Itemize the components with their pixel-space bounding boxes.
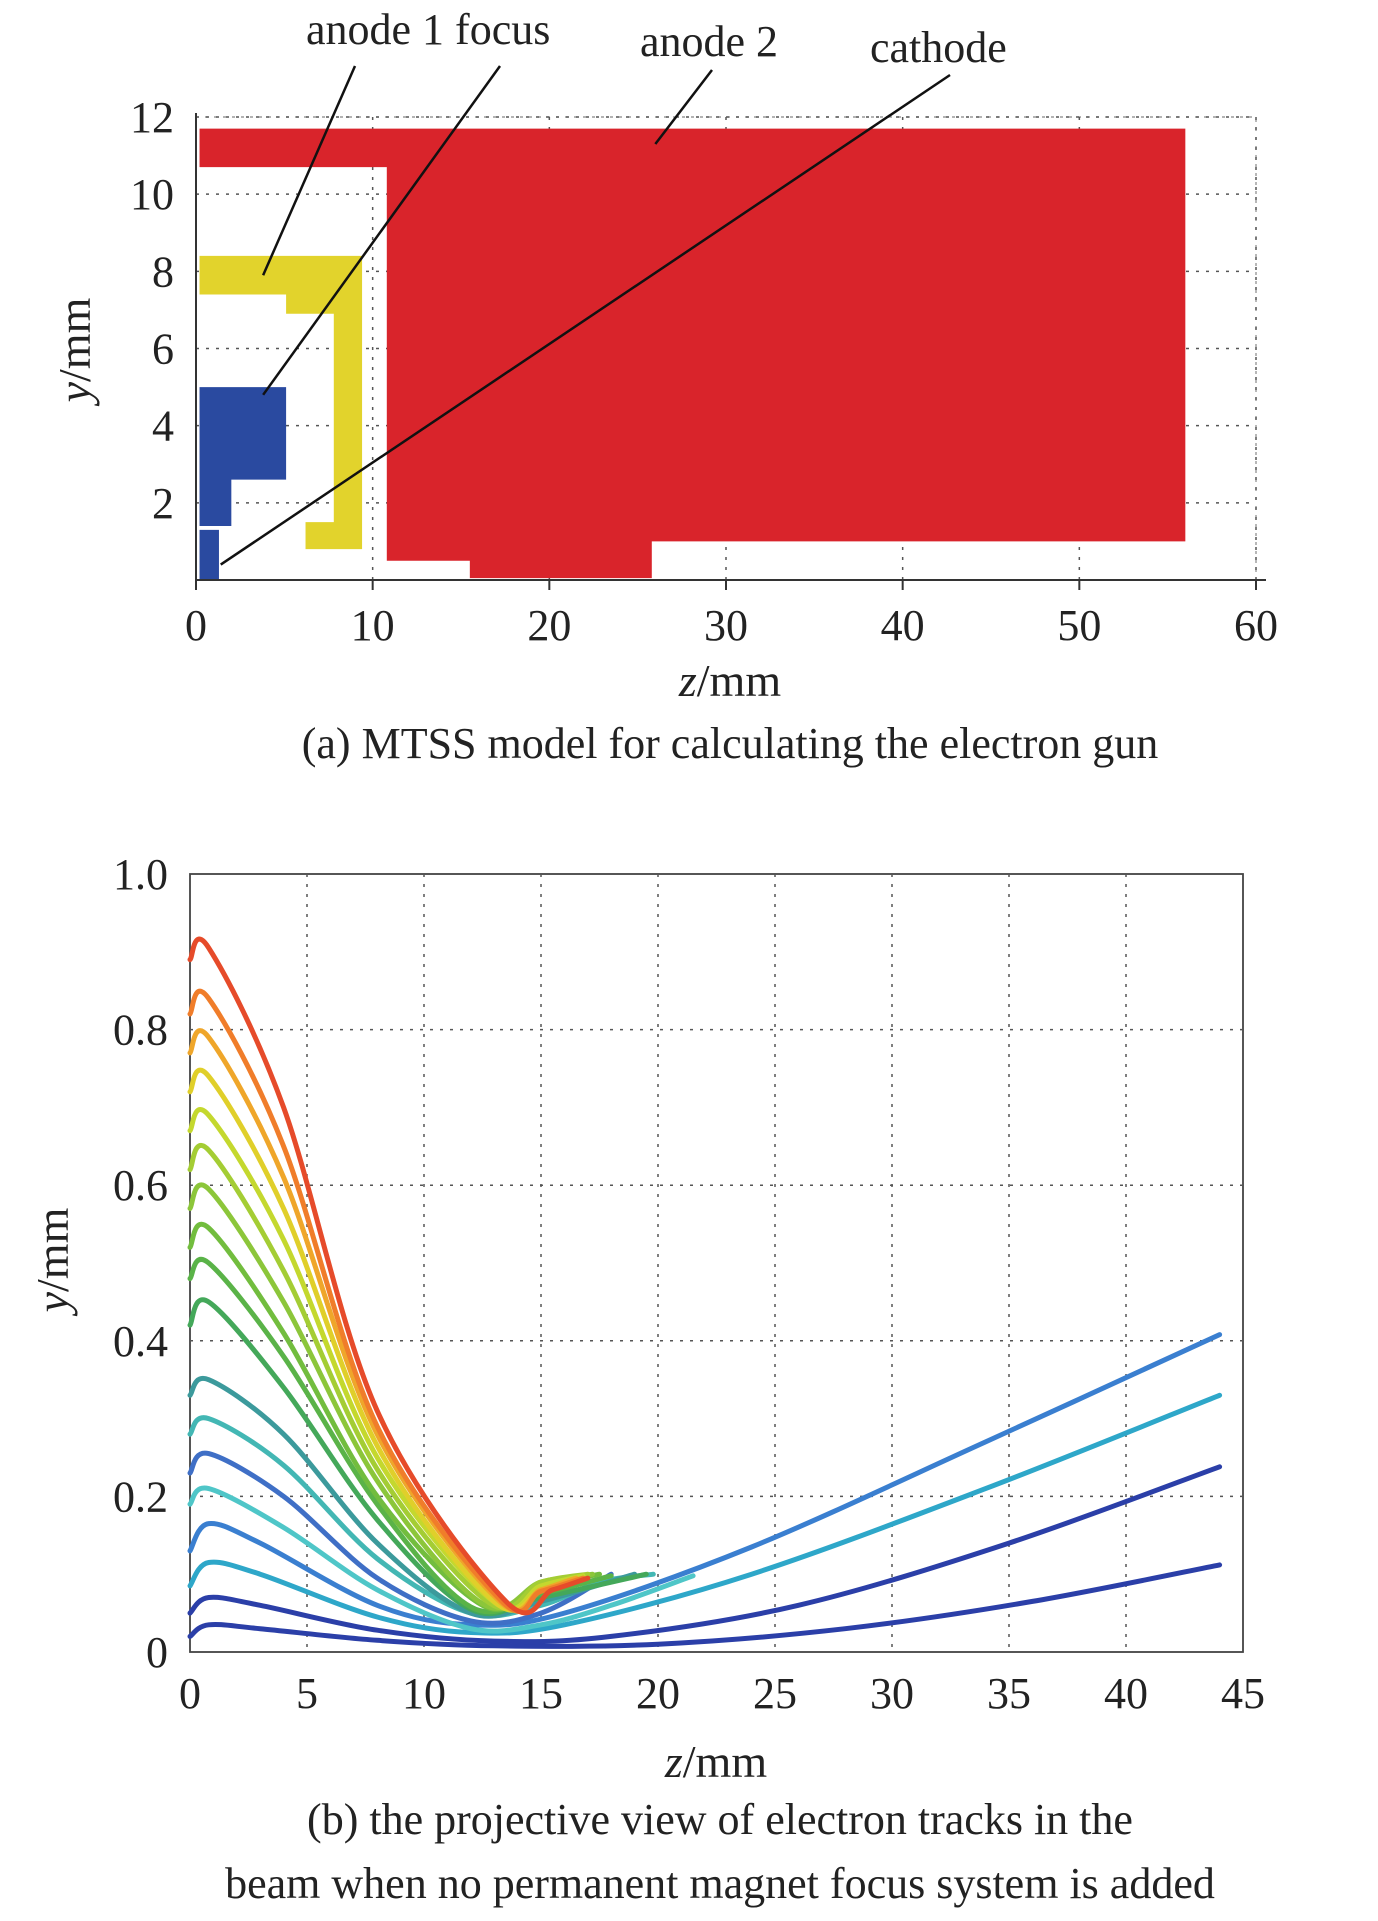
panel-b-y-tick-label: 0.8: [113, 1006, 168, 1055]
panel-b-x-tick-label: 40: [1104, 1669, 1148, 1718]
electron-track-12: [187, 1182, 595, 1611]
panel-b-x-tick-label: 15: [519, 1669, 563, 1718]
panel-b-y-axis-label: y/mm: [27, 1207, 78, 1316]
electron-track-13: [187, 1143, 591, 1611]
panel-b: 0 5 10 15 20 25 30 35 40 45 0 0.2 0.4 0.6 0.8 1.0 z/mm…: [27, 850, 1265, 1908]
panel-a-leader-line: [220, 73, 951, 566]
electron-track-18: [187, 936, 591, 1616]
panel-a-x-tick-labels: 0 10 20 30 40 50 60: [185, 580, 1278, 650]
panel-b-x-tick-label: 30: [870, 1669, 914, 1718]
electron-track-4: [187, 1332, 1223, 1628]
panel-b-x-axis-label: z/mm: [664, 1736, 767, 1787]
panel-b-y-tick-label: 1.0: [113, 850, 168, 899]
panel-a-x-axis-var: z: [678, 655, 697, 706]
panel-b-series: [187, 936, 1223, 1649]
electron-track-10: [187, 1257, 614, 1615]
panel-a-axes: [195, 113, 1266, 581]
panel-a-leader-line: [261, 65, 357, 276]
annotation-cathode: cathode: [870, 23, 1007, 72]
panel-b-x-tick-label: 25: [753, 1669, 797, 1718]
panel-a-y-tick-label: 4: [152, 402, 174, 451]
electron-track-14: [187, 1107, 586, 1612]
panel-a: 0 10 20 30 40 50 60 2 4 6 8 10 12 anode 1 focus ano…: [49, 5, 1278, 768]
panel-b-x-tick-label: 20: [636, 1669, 680, 1718]
region-anode-1-focus: [199, 255, 363, 550]
panel-b-plot-frame: [189, 873, 1244, 1653]
panel-b-caption-line-1: (b) the projective view of electron trac…: [307, 1795, 1133, 1844]
electron-track-11: [187, 1222, 602, 1612]
electron-track-2: [187, 1464, 1223, 1645]
electron-track-3: [187, 1392, 1223, 1636]
panel-a-y-tick-labels: 2 4 6 8 10 12: [130, 93, 174, 528]
panel-a-y-tick-label: 12: [130, 93, 174, 142]
region-anode-2: [199, 128, 1186, 579]
panel-a-y-axis-label: y/mm: [49, 297, 100, 406]
region-cathode: [199, 529, 219, 580]
panel-a-leader-line: [262, 65, 502, 396]
panel-b-y-tick-label: 0.2: [113, 1472, 168, 1521]
panel-a-x-tick-label: 20: [527, 601, 571, 650]
panel-b-x-tick-labels: 0 5 10 15 20 25 30 35 40 45: [179, 1669, 1265, 1718]
panel-b-y-axis-unit: /mm: [27, 1207, 78, 1292]
electron-track-1: [187, 1562, 1223, 1649]
panel-a-x-tick-label: 50: [1057, 601, 1101, 650]
electron-track-6: [187, 1450, 614, 1626]
panel-a-y-tick-label: 8: [152, 247, 174, 296]
panel-b-caption-line-2: beam when no permanent magnet focus syst…: [225, 1859, 1215, 1908]
panel-a-y-tick-label: 10: [130, 170, 174, 219]
electron-track-5: [187, 1485, 696, 1634]
panel-b-x-axis-unit: /mm: [683, 1736, 768, 1787]
panel-a-y-axis-unit: /mm: [49, 297, 100, 382]
panel-a-y-axis-var: y: [49, 381, 100, 406]
panel-b-y-axis-var: y: [27, 1291, 78, 1316]
panel-b-y-tick-label: 0: [146, 1628, 168, 1677]
panel-a-x-tick-label: 40: [881, 601, 925, 650]
panel-b-x-tick-label: 5: [296, 1669, 318, 1718]
panel-a-x-axis-label: z/mm: [678, 655, 781, 706]
panel-a-x-tick-label: 30: [704, 601, 748, 650]
panel-a-x-tick-label: 0: [185, 601, 207, 650]
panel-a-y-tick-label: 2: [152, 479, 174, 528]
panel-a-leader-line: [654, 69, 713, 145]
electron-track-9: [187, 1297, 649, 1617]
panel-b-x-tick-label: 0: [179, 1669, 201, 1718]
panel-b-x-tick-label: 10: [402, 1669, 446, 1718]
annotation-anode-2: anode 2: [640, 17, 778, 66]
panel-b-x-tick-label: 45: [1221, 1669, 1265, 1718]
panel-b-y-tick-label: 0.4: [113, 1317, 168, 1366]
panel-a-leader-lines: [220, 65, 951, 566]
panel-a-regions: [199, 128, 1186, 580]
panel-b-y-tick-label: 0.6: [113, 1161, 168, 1210]
panel-b-y-tick-labels: 0 0.2 0.4 0.6 0.8 1.0: [113, 850, 168, 1677]
panel-b-x-tick-label: 35: [987, 1669, 1031, 1718]
panel-b-x-axis-var: z: [664, 1736, 683, 1787]
annotation-anode-1-focus: anode 1 focus: [306, 5, 550, 54]
panel-a-y-tick-label: 6: [152, 325, 174, 374]
electron-track-17: [187, 988, 586, 1614]
panel-a-x-tick-label: 10: [351, 601, 395, 650]
panel-b-grid: [190, 874, 1243, 1652]
panel-a-caption: (a) MTSS model for calculating the elect…: [302, 719, 1159, 768]
region-focus-electrode: [199, 387, 287, 526]
panel-a-x-axis-unit: /mm: [697, 655, 782, 706]
panel-a-x-tick-label: 60: [1234, 601, 1278, 650]
